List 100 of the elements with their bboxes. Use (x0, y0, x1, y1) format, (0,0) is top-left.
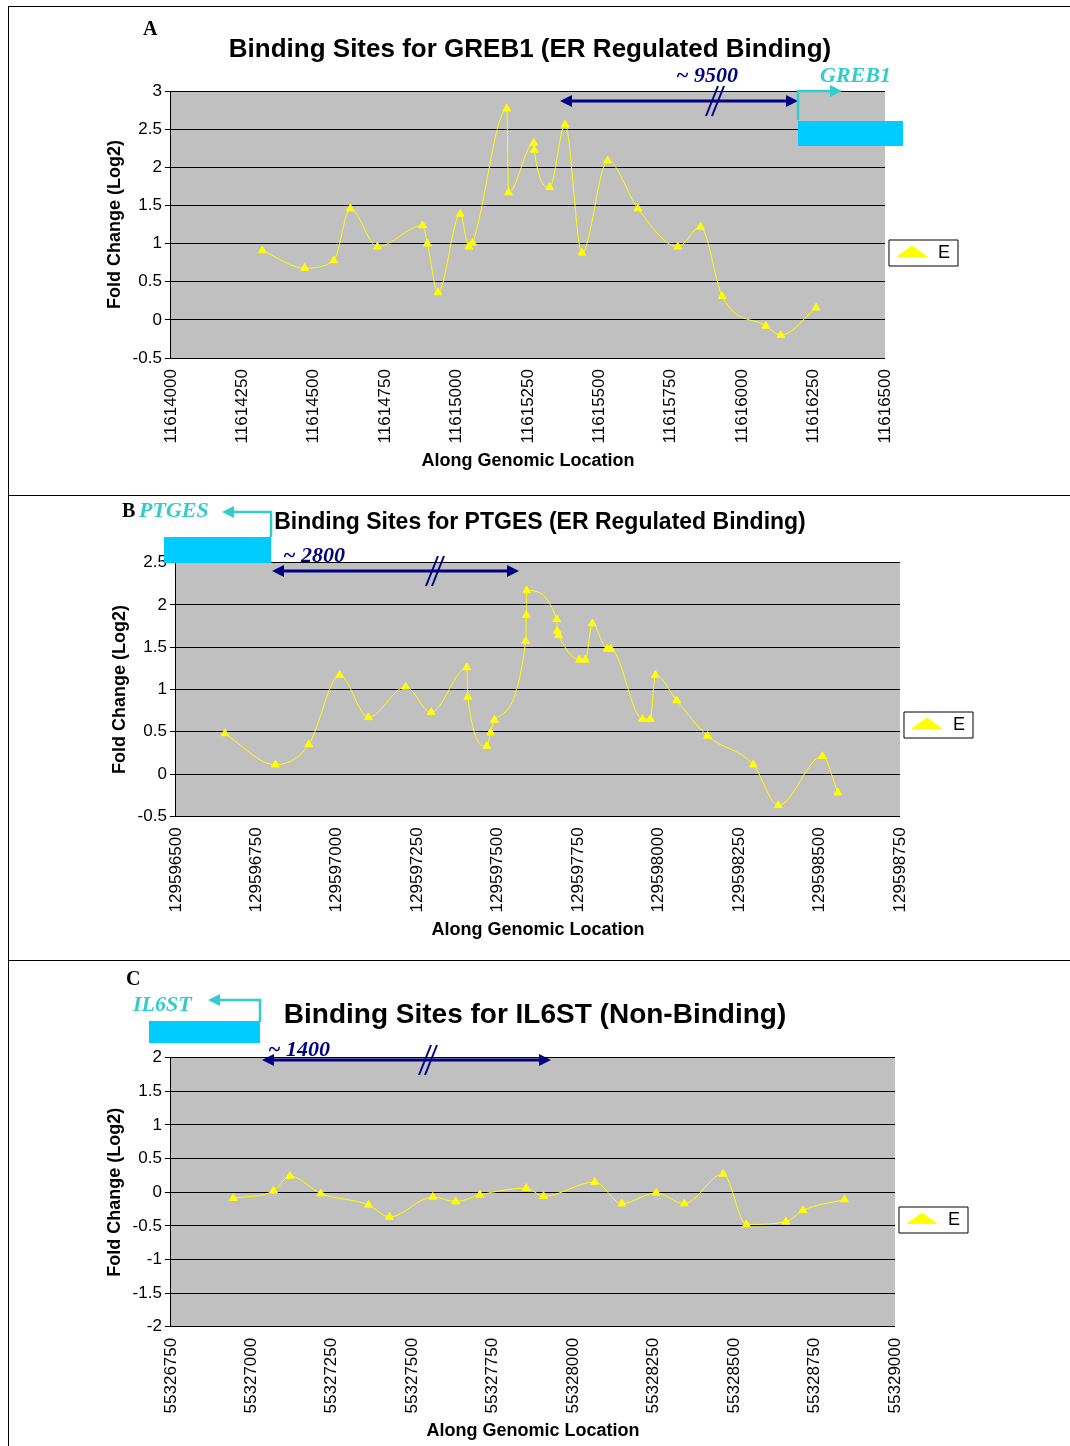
point (490, 714, 499, 723)
point (401, 681, 411, 690)
point (529, 138, 539, 146)
y-tick-label: 2 (157, 594, 167, 614)
x-tick-label: 55326750 (160, 1337, 180, 1414)
y-tick-label: -0.5 (132, 1215, 162, 1235)
x-tick-label: 11614250 (231, 369, 251, 444)
point (587, 618, 597, 627)
y-tick-label: 1 (157, 679, 167, 699)
x-tick-label: 129597000 (326, 827, 346, 913)
chart-title: Binding Sites for PTGES (ER Regulated Binding) (274, 508, 806, 535)
point (606, 643, 616, 652)
point (741, 1219, 751, 1228)
point (673, 241, 683, 250)
legend-label: E (937, 241, 951, 262)
annotation: ~ 2800 (283, 542, 346, 567)
x-tick-label: 55328500 (723, 1337, 743, 1414)
point (577, 247, 587, 256)
point (833, 787, 843, 796)
point (521, 636, 531, 644)
x-tick-label: 129597250 (406, 827, 426, 913)
y-tick-label: -1.5 (132, 1282, 162, 1302)
point (418, 220, 427, 229)
point (651, 1187, 661, 1196)
y-axis-title: Fold Change (Log2) (108, 604, 129, 774)
point (423, 238, 432, 247)
x-tick-label: 55328250 (643, 1337, 663, 1414)
point (220, 728, 230, 737)
point (539, 1191, 548, 1199)
point (385, 1212, 394, 1220)
y-tick-label: 0.5 (143, 721, 167, 741)
x-tick-label: 11615500 (589, 369, 609, 444)
point (633, 203, 643, 212)
x-tick-label: 55328000 (562, 1337, 582, 1414)
point (603, 155, 613, 164)
text: B (122, 499, 136, 521)
point (482, 741, 492, 749)
y-tick-label: -0.5 (137, 806, 167, 825)
y-tick-label: 1.5 (138, 1080, 162, 1100)
y-tick-label: -1 (146, 1249, 162, 1269)
point (718, 1169, 728, 1177)
point (560, 119, 570, 128)
point (529, 144, 539, 153)
point (522, 585, 532, 594)
point (285, 1171, 295, 1179)
point (617, 1198, 627, 1207)
x-tick-label: 11615000 (446, 369, 466, 444)
x-tick-label: 129597500 (487, 827, 507, 913)
point (818, 751, 827, 760)
point (748, 759, 758, 768)
x-axis-title: Along Genomic Location (421, 450, 635, 471)
point (521, 1183, 531, 1191)
y-tick-label: -2 (146, 1316, 162, 1336)
x-axis-title: Along Genomic Location (431, 919, 645, 940)
x-tick-label: 129597750 (567, 827, 587, 913)
x-tick-label: 11616250 (803, 369, 823, 444)
text: PTGES (139, 497, 209, 522)
point (696, 221, 705, 230)
point (651, 670, 660, 678)
text: GREB1 (820, 62, 891, 87)
y-tick-label: 2 (152, 1047, 162, 1067)
x-tick-label: 129598000 (648, 827, 668, 913)
point (364, 1199, 373, 1208)
point (521, 610, 531, 618)
point (228, 1193, 238, 1201)
point (475, 1189, 485, 1198)
point (502, 103, 512, 112)
x-tick-label: 55327000 (241, 1337, 261, 1414)
legend-label: E (952, 713, 966, 734)
point (451, 1196, 461, 1205)
y-tick-label: 0.5 (138, 1148, 162, 1168)
x-tick-label: 11614000 (160, 369, 180, 444)
point (776, 330, 786, 338)
x-tick-label: 11616000 (731, 369, 751, 444)
point (468, 237, 477, 246)
x-tick-label: 129598500 (809, 827, 829, 913)
x-tick-label: 11614750 (374, 369, 394, 444)
point (717, 291, 727, 300)
y-tick-label: 1.5 (143, 636, 167, 656)
point (345, 203, 355, 212)
x-tick-label: 55329000 (884, 1337, 904, 1414)
point (840, 1194, 849, 1203)
point (575, 654, 584, 663)
point (463, 692, 473, 700)
x-tick-label: 55327750 (482, 1337, 502, 1414)
point (257, 245, 267, 254)
x-tick-label: 55328750 (804, 1337, 824, 1414)
point (679, 1198, 689, 1207)
y-tick-label: 0 (152, 309, 162, 329)
x-axis-title: Along Genomic Location (426, 1420, 640, 1441)
x-tick-label: 129596500 (165, 827, 185, 913)
y-tick-label: 3 (152, 80, 162, 100)
point (486, 727, 496, 736)
point (761, 321, 771, 329)
y-axis-title: Fold Change (Log2) (103, 1107, 124, 1277)
x-tick-label: 11615750 (660, 369, 680, 444)
point (269, 1185, 278, 1194)
text: A (143, 17, 158, 39)
y-tick-label: 1 (152, 233, 162, 253)
legend-label: E (947, 1208, 961, 1229)
